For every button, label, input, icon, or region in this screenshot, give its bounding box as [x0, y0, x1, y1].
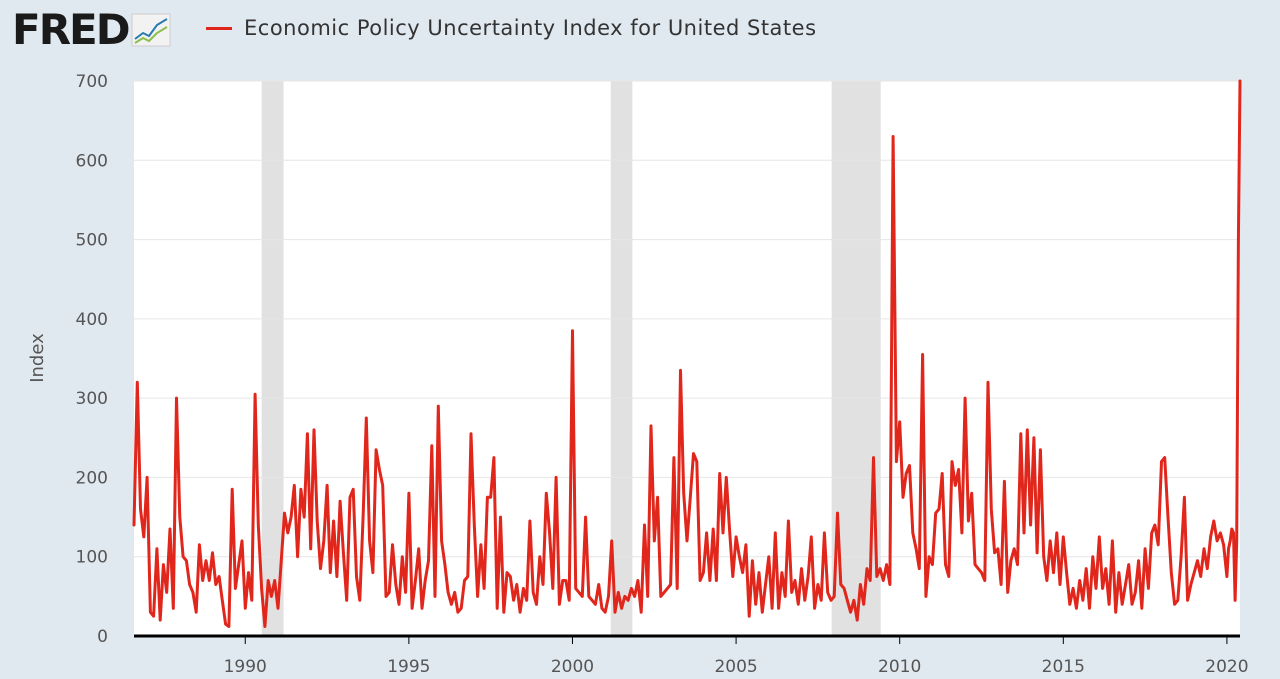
- x-tick-label-2010: 2010: [878, 657, 921, 677]
- x-tick-label-2020: 2020: [1205, 657, 1248, 677]
- fred-logo-text: FRED: [12, 5, 131, 54]
- y-tick-label-500: 500: [76, 231, 108, 251]
- graph-icon: [131, 13, 171, 47]
- series-layer: [132, 79, 1242, 628]
- x-tick-label-2000: 2000: [551, 657, 594, 677]
- y-tick-label-700: 700: [76, 72, 108, 92]
- x-tick-label-1995: 1995: [387, 657, 430, 677]
- y-tick-label-0: 0: [97, 627, 108, 647]
- y-tick-label-400: 400: [76, 310, 108, 330]
- plot-area: [134, 81, 1240, 636]
- y-tick-label-600: 600: [76, 151, 108, 171]
- legend-swatch: [206, 26, 232, 30]
- chart-header: FRED Economic Policy Uncertainty Index f…: [0, 0, 1280, 70]
- recession-band-0: [261, 81, 284, 636]
- x-tick-label-2005: 2005: [714, 657, 757, 677]
- legend: Economic Policy Uncertainty Index for Un…: [206, 16, 817, 40]
- series-line-0: [132, 79, 1242, 628]
- recession-shading: [261, 81, 881, 636]
- y-tick-label-200: 200: [76, 468, 108, 488]
- fred-logo[interactable]: FRED: [12, 8, 171, 52]
- y-tick-label-100: 100: [76, 548, 108, 568]
- x-tick-label-2015: 2015: [1042, 657, 1085, 677]
- y-axis: 0 100 200 300 400 500 600 700: [76, 72, 108, 647]
- y-tick-label-300: 300: [76, 389, 108, 409]
- recession-band-1: [610, 81, 633, 636]
- y-axis-title: Index: [27, 333, 48, 383]
- chart-title: Economic Policy Uncertainty Index for Un…: [244, 16, 817, 40]
- x-tick-label-1990: 1990: [224, 657, 267, 677]
- gridlines: [134, 80, 1240, 558]
- x-axis: 1990 1995 2000 2005 2010 2015 2020: [224, 636, 1249, 677]
